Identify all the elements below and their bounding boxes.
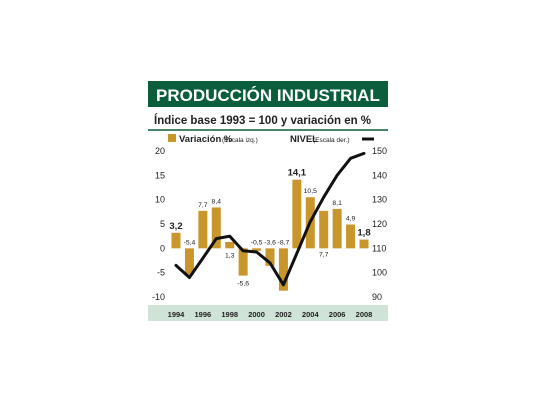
bar — [238, 248, 248, 276]
left-axis-tick: 5 — [160, 219, 165, 229]
bar-label: 3,2 — [169, 221, 182, 232]
bar-label: 8,1 — [332, 200, 342, 207]
left-axis-tick: 0 — [160, 243, 165, 253]
header-band — [148, 81, 388, 107]
x-axis-tick: 2004 — [302, 310, 320, 319]
bar — [252, 248, 262, 251]
chart-title: PRODUCCIÓN INDUSTRIAL — [156, 86, 380, 105]
legend-bar-swatch — [168, 134, 176, 142]
chart-subtitle: Índice base 1993 = 100 y variación en % — [154, 114, 371, 127]
legend-line-scale: (Escala der.) — [313, 137, 350, 144]
right-axis-tick: 90 — [372, 292, 382, 302]
bar — [319, 210, 329, 249]
bar — [211, 207, 221, 249]
bar-label: 1,8 — [357, 228, 370, 239]
bar — [278, 248, 288, 291]
x-axis-tick: 2006 — [329, 310, 346, 319]
bar-label: -5,6 — [237, 281, 249, 288]
right-axis-tick: 110 — [372, 243, 386, 253]
bar-label: 7,7 — [198, 202, 208, 209]
level-line-series — [174, 151, 366, 287]
bar — [292, 179, 302, 249]
bar-label: 10,5 — [304, 188, 317, 195]
bar-label: -8,7 — [278, 239, 290, 246]
left-axis-tick: -10 — [152, 292, 165, 302]
right-axis-tick: 120 — [372, 219, 387, 229]
x-axis-tick: 2002 — [275, 310, 292, 319]
legend-line-label: NIVEL — [290, 134, 318, 145]
left-axis-tick: -5 — [157, 268, 165, 278]
left-axis-tick: 15 — [155, 170, 165, 180]
bar-label: 8,4 — [212, 198, 222, 205]
bar — [265, 248, 275, 266]
right-axis-tick: 130 — [372, 195, 387, 205]
bar-label: -5,4 — [184, 239, 196, 246]
bar — [225, 242, 235, 249]
x-axis-tick: 2000 — [248, 310, 265, 319]
legend-bars-scale: (Escala izq.) — [222, 137, 258, 144]
left-axis-tick: 10 — [155, 195, 165, 205]
bar-label: 7,7 — [319, 251, 329, 258]
x-axis-tick: 1996 — [195, 310, 212, 319]
x-axis-tick: 1998 — [221, 310, 238, 319]
x-axis-tick: 1994 — [168, 310, 186, 319]
bar-label: 4,9 — [346, 215, 356, 222]
bar — [198, 210, 208, 249]
bar — [346, 224, 356, 249]
right-axis-tick: 100 — [372, 268, 387, 278]
bar-label: 1,3 — [225, 252, 235, 259]
bar-label: -0,5 — [251, 239, 263, 246]
left-axis-tick: 20 — [155, 146, 165, 156]
right-axis-tick: 150 — [372, 146, 387, 156]
bar-label: -3,6 — [264, 239, 276, 246]
x-axis-tick: 2008 — [356, 310, 373, 319]
x-axis-band — [148, 305, 388, 321]
bar-label: 14,1 — [288, 168, 307, 179]
bar — [184, 248, 194, 275]
right-axis-tick: 140 — [372, 170, 387, 180]
bar — [171, 232, 181, 249]
bar — [359, 239, 369, 249]
bar — [332, 208, 342, 249]
legend-bars-label: Variación % — [179, 134, 233, 145]
